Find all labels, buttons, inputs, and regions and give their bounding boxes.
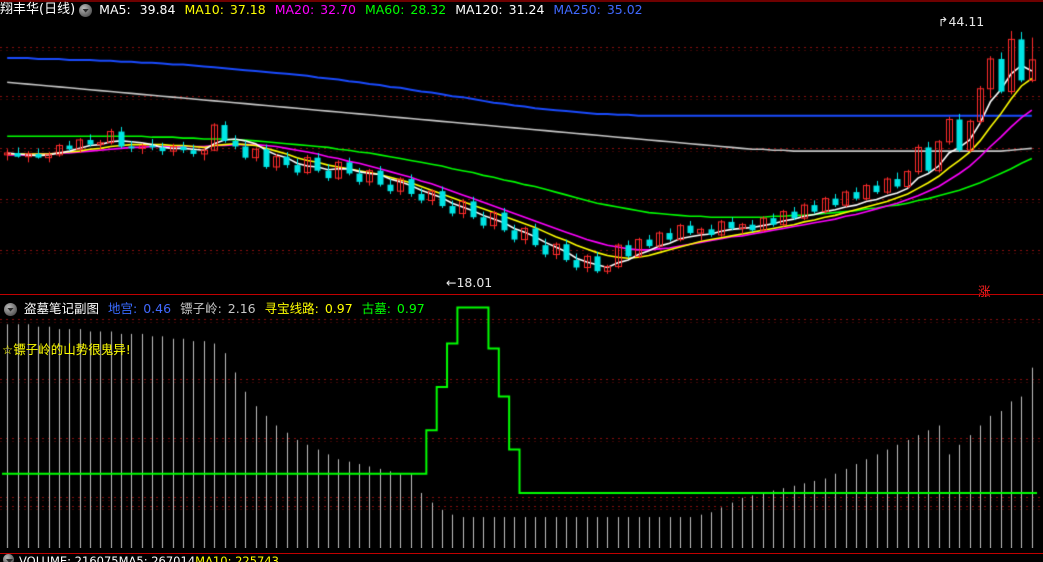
indicator-chart-canvas[interactable] xyxy=(0,297,1043,548)
ma60-label: MA60: xyxy=(364,2,405,17)
gumu-label: 古墓: xyxy=(361,301,391,316)
circle-dropdown-icon[interactable] xyxy=(3,554,14,562)
biaoziling-value: 2.16 xyxy=(227,301,256,316)
ma250-label: MA250: xyxy=(553,2,601,17)
ma5-label: MA5: xyxy=(99,2,131,17)
ma250-value: 35.02 xyxy=(606,2,643,17)
volume-text: VOLUME: 216075 xyxy=(19,554,119,562)
digong-label: 地宫: xyxy=(108,301,138,316)
indicator-panel-header: 盗墓笔记副图 地宫: 0.46 镖子岭: 2.16 寻宝线路: 0.97 古墓:… xyxy=(0,300,431,318)
ma10-label: MA10: xyxy=(184,2,224,17)
rise-status-badge: 涨 xyxy=(978,284,991,299)
panel-divider-bottom xyxy=(0,553,1043,554)
ma20-value: 32.70 xyxy=(320,2,356,17)
indicator-title: 盗墓笔记副图 xyxy=(24,301,100,316)
xunbao-value: 0.97 xyxy=(324,301,353,316)
gumu-value: 0.97 xyxy=(396,301,425,316)
ma10-value: 37.18 xyxy=(229,2,266,17)
biaoziling-label: 镖子岭: xyxy=(180,301,222,316)
instrument-title: 翔丰华(日线) xyxy=(0,2,76,17)
indicator-panel[interactable] xyxy=(0,297,1043,548)
circle-dropdown-icon[interactable] xyxy=(79,3,93,17)
price-chart-canvas[interactable] xyxy=(0,2,1043,294)
high-price-annotation: ↱44.11 xyxy=(938,14,985,29)
price-chart-panel[interactable] xyxy=(0,2,1043,294)
ma60-value: 28.32 xyxy=(410,2,447,17)
price-panel-header: 翔丰华(日线) MA5: 39.84 MA10: 37.18 MA20: 32.… xyxy=(0,1,649,19)
volume-ma5-text: MA5: 267014 xyxy=(118,554,196,562)
top-divider xyxy=(0,0,1043,2)
indicator-note: ☆镖子岭的山势很鬼异! xyxy=(2,342,131,357)
circle-dropdown-icon[interactable] xyxy=(4,302,17,316)
panel-divider-top xyxy=(0,294,1043,295)
volume-ma10-text: MA10: 225743 xyxy=(195,554,279,562)
xunbao-label: 寻宝线路: xyxy=(264,301,319,316)
ma5-value: 39.84 xyxy=(139,2,176,17)
low-price-annotation: ←18.01 xyxy=(446,275,493,290)
digong-value: 0.46 xyxy=(143,301,172,316)
volume-status-bar: VOLUME: 216075 MA5: 267014 MA10: 225743 xyxy=(0,554,1043,562)
ma20-label: MA20: xyxy=(274,2,315,17)
ma120-label: MA120: xyxy=(455,2,503,17)
ma120-value: 31.24 xyxy=(508,2,545,17)
